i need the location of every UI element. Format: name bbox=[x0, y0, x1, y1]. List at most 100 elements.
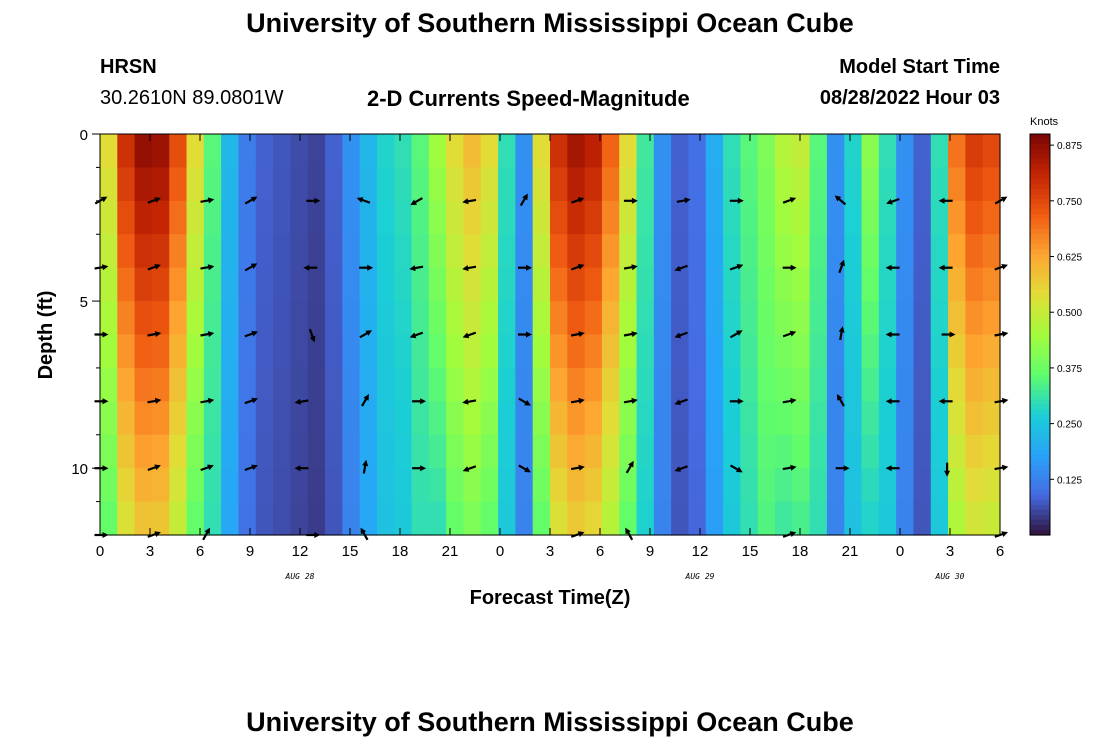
heatmap-cell bbox=[169, 267, 188, 302]
colorbar-band bbox=[1030, 364, 1050, 371]
heatmap-cell bbox=[896, 401, 915, 436]
heatmap-cell bbox=[653, 367, 672, 402]
heatmap-cell bbox=[463, 501, 482, 536]
heatmap-cell bbox=[480, 234, 499, 269]
colorbar-tick-label: 0.875 bbox=[1057, 141, 1082, 152]
heatmap-cell bbox=[290, 434, 309, 469]
arrow-head bbox=[409, 265, 416, 272]
arrow-head bbox=[674, 399, 681, 405]
heatmap-cell bbox=[878, 501, 897, 536]
heatmap-cell bbox=[290, 367, 309, 402]
heatmap-cell bbox=[376, 267, 395, 302]
x-tick-label: 15 bbox=[742, 543, 759, 560]
heatmap-cell bbox=[151, 501, 170, 536]
heatmap-cell bbox=[498, 468, 516, 503]
heatmap-cell bbox=[930, 434, 949, 469]
current-arrow bbox=[409, 265, 424, 272]
heatmap-cell bbox=[948, 434, 966, 469]
heatmap-cell bbox=[671, 301, 690, 336]
heatmap-cell bbox=[186, 200, 205, 235]
heatmap-cell bbox=[930, 367, 949, 402]
heatmap-cell bbox=[376, 234, 395, 269]
heatmap-cell bbox=[567, 468, 586, 503]
heatmap-cell bbox=[775, 301, 793, 336]
heatmap-cell bbox=[965, 334, 984, 369]
arrow-head bbox=[736, 330, 743, 336]
heatmap-cell bbox=[151, 367, 170, 402]
heatmap-cell bbox=[826, 468, 845, 503]
heatmap-cell bbox=[100, 301, 118, 336]
arrow-head bbox=[251, 464, 258, 471]
heatmap-cell bbox=[238, 501, 257, 536]
arrow-head bbox=[462, 466, 470, 472]
heatmap-cell bbox=[792, 267, 811, 302]
x-tick-label: 6 bbox=[596, 543, 604, 560]
heatmap-cell bbox=[688, 501, 707, 536]
heatmap-cell bbox=[965, 234, 984, 269]
heatmap-cell bbox=[515, 134, 534, 169]
current-arrow bbox=[244, 263, 258, 272]
current-arrow bbox=[244, 196, 258, 205]
heatmap-cell bbox=[480, 267, 499, 302]
current-arrow bbox=[838, 259, 845, 274]
heatmap-cell bbox=[376, 301, 395, 336]
heatmap-cell bbox=[186, 334, 205, 369]
colorbar-band bbox=[1030, 489, 1050, 496]
heatmap-cell bbox=[273, 301, 291, 336]
arrow-head bbox=[250, 196, 258, 203]
heatmap-cell bbox=[186, 434, 205, 469]
current-arrow bbox=[729, 197, 744, 204]
heatmap-cell bbox=[757, 367, 776, 402]
heatmap-cell bbox=[411, 301, 430, 336]
x-axis-ticks: 0 3 6 9 12 15 18 21 0 3 6 9 12 15 18 21 0 3 6 bbox=[96, 134, 1004, 560]
heatmap-cell bbox=[342, 401, 361, 436]
colorbar-band bbox=[1030, 409, 1050, 416]
heatmap-cell bbox=[186, 234, 205, 269]
colorbar-band bbox=[1030, 414, 1050, 421]
heatmap-cell bbox=[896, 134, 915, 169]
colorbar-band bbox=[1030, 459, 1050, 466]
heatmap-cell bbox=[221, 167, 240, 202]
heatmap-cell bbox=[723, 267, 741, 302]
heatmap-cell bbox=[913, 267, 932, 302]
heatmap-cell bbox=[290, 401, 309, 436]
heatmap-cell bbox=[775, 267, 793, 302]
heatmap-cell bbox=[861, 501, 880, 536]
heatmap-cell bbox=[844, 167, 863, 202]
heatmap-cell bbox=[584, 267, 603, 302]
colorbar: 0.125 0.250 0.375 0.500 0.625 0.750 0.875 bbox=[1029, 133, 1082, 536]
current-arrow bbox=[147, 264, 161, 271]
heatmap-cell bbox=[238, 167, 257, 202]
heatmap-cell bbox=[151, 167, 170, 202]
heatmap-cell bbox=[705, 501, 724, 536]
current-arrow bbox=[782, 197, 797, 204]
arrow-head bbox=[462, 398, 469, 405]
heatmap-cell bbox=[134, 468, 153, 503]
heatmap-cell bbox=[792, 167, 811, 202]
heatmap-cell bbox=[948, 401, 966, 436]
heatmap-cell bbox=[221, 234, 240, 269]
heatmap-cell bbox=[826, 334, 845, 369]
heatmap-cell bbox=[653, 167, 672, 202]
heatmap-cell bbox=[688, 468, 707, 503]
arrow-head bbox=[736, 466, 743, 473]
heatmap-cell bbox=[169, 301, 188, 336]
heatmap-cell bbox=[394, 167, 413, 202]
heatmap-cell bbox=[359, 334, 378, 369]
arrow-head bbox=[251, 330, 258, 337]
heatmap-cell bbox=[515, 200, 534, 235]
x-tick-label: 0 bbox=[496, 543, 504, 560]
heatmap-cell bbox=[480, 434, 499, 469]
current-arrow bbox=[885, 465, 900, 472]
heatmap-cell bbox=[688, 401, 707, 436]
heatmap-cell bbox=[238, 367, 257, 402]
current-arrow bbox=[570, 331, 585, 337]
colorbar-frame bbox=[1029, 133, 1051, 536]
heatmap-cell bbox=[948, 200, 966, 235]
heatmap-cell bbox=[584, 200, 603, 235]
heatmap-cell bbox=[307, 200, 326, 235]
x-tick-label: 3 bbox=[946, 543, 954, 560]
x-tick-label: 9 bbox=[246, 543, 254, 560]
arrow-head bbox=[944, 470, 951, 477]
